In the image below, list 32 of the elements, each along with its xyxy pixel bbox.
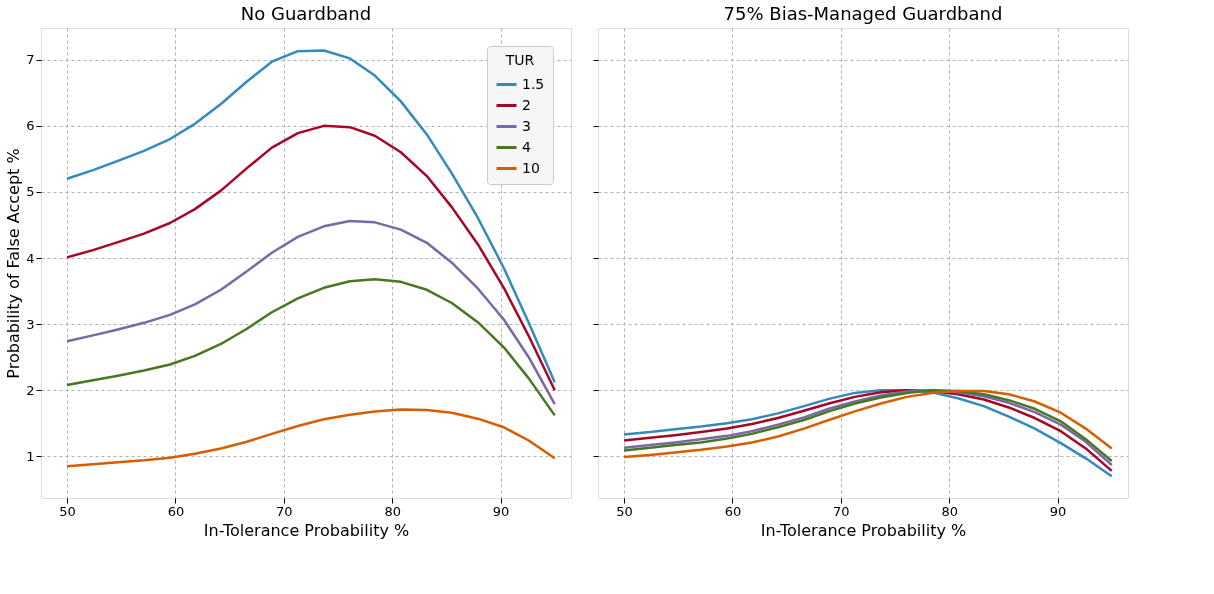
x-tick-label: 60 — [167, 503, 185, 519]
legend-label: 10 — [522, 159, 540, 176]
legend-label: 2 — [522, 96, 531, 113]
y-tick-label: 4 — [26, 250, 35, 266]
line-series — [65, 408, 556, 468]
y-tick-label: 5 — [26, 184, 35, 200]
chart-title: 75% Bias-Managed Guardband — [723, 3, 1003, 24]
y-tick-label: 2 — [26, 382, 35, 398]
line-series — [65, 277, 556, 417]
chart-title: No Guardband — [240, 3, 372, 24]
x-tick-label: 70 — [833, 503, 850, 519]
line-series — [65, 49, 556, 384]
x-tick-label: 90 — [492, 503, 510, 519]
y-tick-label: 7 — [26, 52, 35, 68]
x-tick-label: 80 — [941, 503, 958, 519]
x-axis-title: In-Tolerance Probability % — [203, 520, 410, 540]
legend-title: TUR — [504, 52, 535, 68]
legend-label: 1.5 — [522, 75, 545, 92]
x-tick-label: 50 — [616, 503, 633, 519]
x-tick-label: 50 — [59, 503, 76, 519]
legend-label: 4 — [522, 138, 531, 155]
x-tick-label: 70 — [276, 503, 293, 519]
y-axis-title: Probability of False Accept % — [4, 148, 24, 379]
y-tick-label: 6 — [26, 118, 35, 134]
x-tick-label: 60 — [724, 503, 742, 519]
y-tick-label: 3 — [26, 316, 35, 332]
line-series — [65, 219, 556, 406]
x-tick-label: 80 — [384, 503, 401, 519]
legend-label: 3 — [522, 117, 531, 134]
x-axis-title: In-Tolerance Probability % — [760, 520, 967, 540]
y-tick-label: 1 — [26, 448, 35, 464]
x-tick-label: 90 — [1049, 503, 1067, 519]
